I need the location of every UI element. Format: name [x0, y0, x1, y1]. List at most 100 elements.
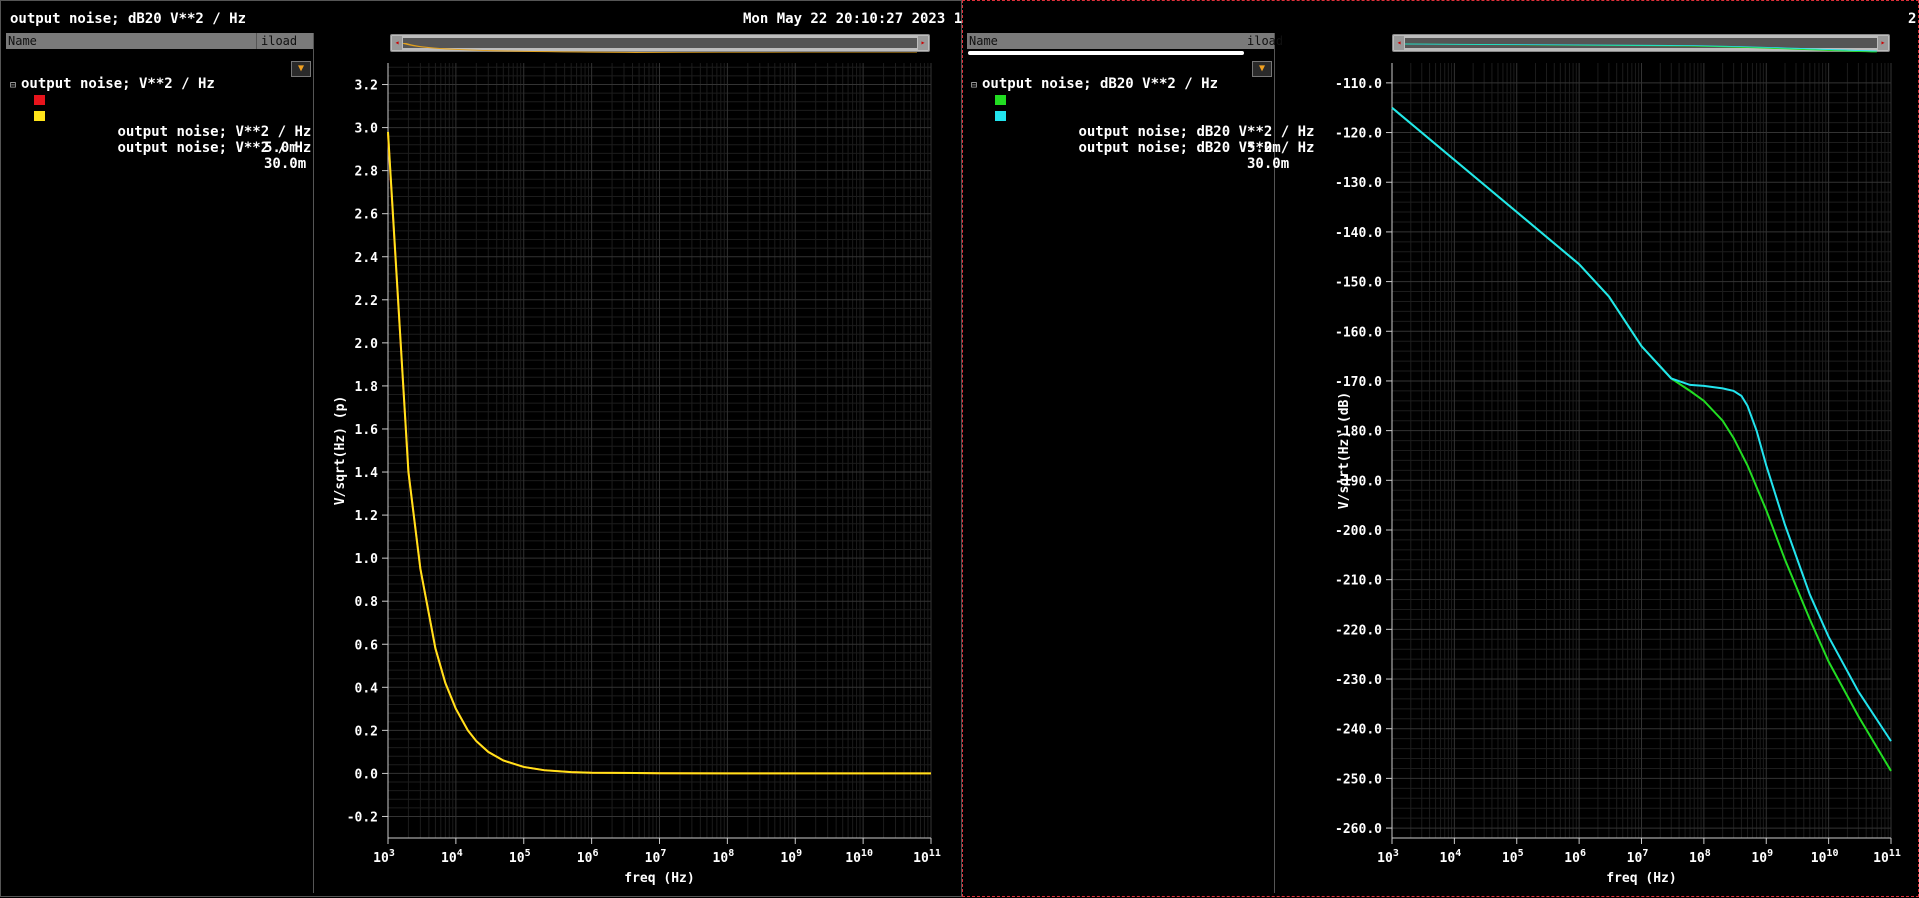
y-tick-label: 2.8: [355, 165, 379, 180]
scroll-left-handle[interactable]: ◂: [392, 36, 402, 50]
y-tick-label: 0.0: [355, 767, 379, 782]
trace-iload-value: 5.0m: [1247, 140, 1281, 156]
y-tick-label: 0.8: [355, 595, 379, 610]
y-tick-label: -140.0: [1335, 226, 1382, 241]
y-tick-label: 0.4: [355, 681, 379, 696]
trace-group[interactable]: ⊟ output noise; V**2 / Hz: [10, 76, 311, 92]
grid: [387, 63, 932, 838]
collapse-icon[interactable]: ⊟: [10, 80, 17, 91]
y-tick-label: 2.6: [355, 208, 379, 223]
collapse-icon[interactable]: ⊟: [971, 80, 978, 91]
x-tick-label: 107: [1627, 848, 1649, 866]
y-tick-label: 0.6: [355, 638, 379, 653]
trace-tree: ⊟ output noise; V**2 / Hz output noise; V…: [10, 76, 311, 172]
x-tick-label: 104: [1440, 848, 1462, 866]
y-tick-label: -150.0: [1335, 276, 1382, 291]
series-line-1[interactable]: [1391, 106, 1892, 742]
y-tick-label: -220.0: [1335, 623, 1382, 638]
trace-label: output noise; V**2 / Hz: [117, 124, 312, 140]
y-tick-label: 1.0: [355, 552, 379, 567]
scroll-thumb[interactable]: [1404, 38, 1878, 53]
overview-trace: [1404, 43, 1878, 53]
y-tick-label: -170.0: [1335, 375, 1382, 390]
x-tick-label: 109: [1751, 848, 1773, 866]
y-tick-label: -230.0: [1335, 673, 1382, 688]
y-tick-label: -0.2: [347, 810, 378, 825]
trace-browser-header: Name iload: [967, 33, 1283, 49]
plot-window-2: 2 Name iload ▼ ⊟ output noise; dB20 V**2 …: [962, 0, 1919, 897]
trace-group-label: output noise; V**2 / Hz: [21, 76, 215, 92]
y-tick-label: -110.0: [1335, 77, 1382, 92]
filter-icon[interactable]: ▼: [1252, 61, 1272, 77]
trace-color-swatch: [995, 111, 1006, 121]
x-tick-label: 108: [1689, 848, 1711, 866]
trace-label: output noise; dB20 V**2 / Hz: [1078, 140, 1315, 156]
trace-browser: Name iload ▼ ⊟ output noise; dB20 V**2 / …: [967, 33, 1314, 893]
y-tick-label: 1.4: [355, 466, 379, 481]
trace-row[interactable]: output noise; dB20 V**2 / Hz 30.0m: [971, 108, 1314, 172]
trace-browser: Name iload ▼ ⊟ output noise; V**2 / Hz ou…: [6, 33, 314, 893]
x-tick-label: 106: [577, 848, 599, 866]
x-tick-label: 109: [780, 848, 802, 866]
column-name[interactable]: Name: [8, 34, 37, 48]
scroll-right-handle[interactable]: ▸: [1878, 36, 1888, 50]
zoom-scrollbar[interactable]: ◂ ▸: [1392, 34, 1890, 53]
trace-color-swatch: [34, 111, 45, 121]
trace-iload-value: 30.0m: [1247, 156, 1290, 172]
trace-color-swatch: [34, 95, 45, 105]
y-tick-label: 2.0: [355, 337, 379, 352]
y-tick-label: -190.0: [1335, 474, 1382, 489]
x-tick-label: 1011: [913, 848, 941, 866]
x-tick-label: 108: [713, 848, 735, 866]
scroll-right-handle[interactable]: ▸: [918, 36, 928, 50]
y-tick-label: 1.6: [355, 423, 379, 438]
trace-label: output noise; V**2 / Hz: [117, 140, 312, 156]
trace-label: output noise; dB20 V**2 / Hz: [1078, 124, 1315, 140]
trace-row[interactable]: output noise; V**2 / Hz 30.0m: [10, 108, 311, 172]
y-tick-label: 3.0: [355, 122, 379, 137]
x-tick-label: 1010: [845, 848, 873, 866]
zoom-scrollbar[interactable]: ◂ ▸: [390, 34, 930, 54]
y-tick-label: 0.2: [355, 724, 378, 739]
window-number: 2: [1908, 11, 1917, 27]
trace-row[interactable]: output noise; V**2 / Hz 5.0m: [10, 92, 311, 156]
y-tick-label: 1.8: [355, 380, 379, 395]
y-tick-label: 2.4: [355, 251, 379, 266]
x-axis-label: freq (Hz): [1606, 871, 1676, 886]
x-axis-label: freq (Hz): [624, 871, 694, 886]
filter-icon[interactable]: ▼: [291, 61, 311, 77]
column-iload[interactable]: iload: [1247, 34, 1284, 48]
x-tick-label: 104: [441, 848, 463, 866]
x-tick-label: 1011: [1873, 848, 1901, 866]
selection-bar: [968, 51, 1244, 55]
series-line-1[interactable]: [387, 131, 932, 775]
trace-row[interactable]: output noise; dB20 V**2 / Hz 5.0m: [971, 92, 1314, 156]
y-tick-label: -200.0: [1335, 524, 1382, 539]
x-tick-label: 103: [1377, 848, 1399, 866]
chart-1[interactable]: 103 104 105 106 107 108 109 1010 1011 -0.2 0.0 0.2 0…: [1, 1, 963, 898]
trace-iload-value: 5.0m: [264, 140, 298, 156]
y-tick-label: -250.0: [1335, 772, 1382, 787]
chart-2[interactable]: 103 104 105 106 107 108 109 1010 1011 -110.0 -120.…: [963, 1, 1919, 898]
trace-group-label: output noise; dB20 V**2 / Hz: [982, 76, 1219, 92]
y-tick-label: -260.0: [1335, 822, 1382, 837]
column-name[interactable]: Name: [969, 34, 998, 48]
y-tick-label: -160.0: [1335, 325, 1382, 340]
trace-group[interactable]: ⊟ output noise; dB20 V**2 / Hz: [971, 76, 1314, 92]
y-tick-label: 3.2: [355, 79, 378, 94]
column-iload[interactable]: iload: [256, 33, 297, 49]
y-tick-label: 2.2: [355, 294, 378, 309]
overview-trace: [400, 42, 918, 54]
x-tick-label: 103: [373, 848, 395, 866]
trace-tree: ⊟ output noise; dB20 V**2 / Hz output noi…: [971, 76, 1314, 172]
y-tick-label: -180.0: [1335, 425, 1382, 440]
y-tick-label: -130.0: [1335, 176, 1382, 191]
trace-iload-value: 30.0m: [264, 156, 307, 172]
trace-color-swatch: [995, 95, 1006, 105]
trace-browser-header: Name iload: [6, 33, 313, 49]
y-tick-label: -120.0: [1335, 127, 1382, 142]
scroll-left-handle[interactable]: ◂: [1394, 36, 1404, 50]
x-tick-label: 105: [1502, 848, 1524, 866]
y-axis-label: V/sqrt(Hz) (p): [333, 396, 348, 506]
scroll-thumb[interactable]: [400, 38, 918, 54]
